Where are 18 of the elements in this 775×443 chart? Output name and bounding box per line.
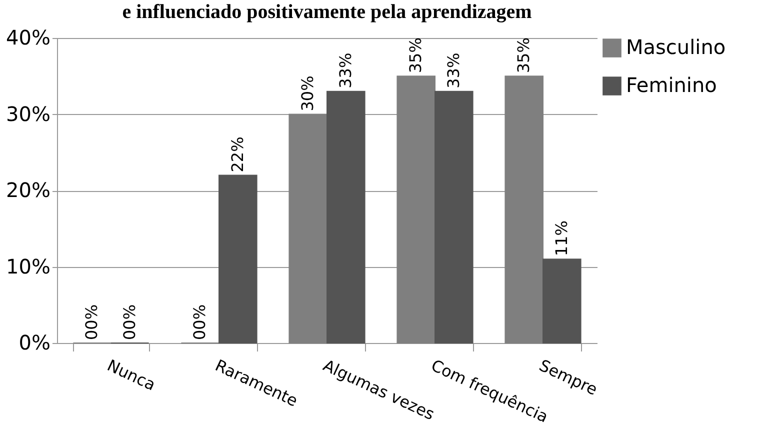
data-label: 00% [82,304,102,340]
legend-label: Feminino [626,73,717,97]
data-label: 35% [406,38,426,74]
data-label: 00% [190,304,210,340]
data-label: 11% [552,220,571,256]
y-tick-label: 40% [6,26,50,50]
data-label: 22% [228,136,247,172]
data-label: 33% [336,52,355,88]
y-tick-label: 10% [6,254,50,278]
y-tick-label: 0% [18,330,50,354]
y-tick-label: 30% [6,102,50,126]
legend-label: Masculino [626,35,726,59]
data-label: 35% [514,38,534,74]
data-label: 30% [298,76,318,112]
chart-title: e influenciado positivamente pela aprendizagem [122,1,532,23]
data-label: 00% [120,304,139,340]
y-tick-label: 20% [6,178,50,202]
data-label: 33% [444,52,463,88]
